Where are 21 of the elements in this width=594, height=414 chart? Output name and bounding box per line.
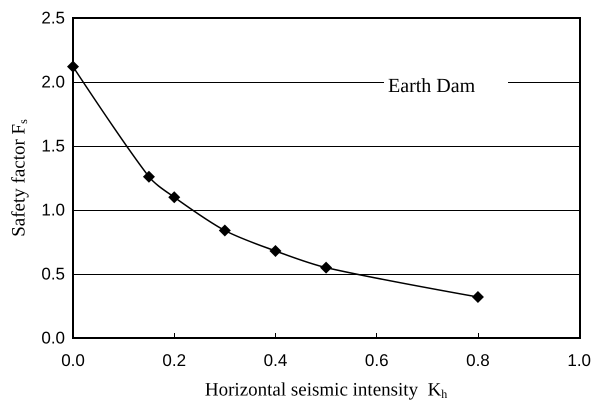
x-tick-label: 1.0 [567,351,592,370]
y-tick-label: 0.5 [41,264,65,284]
x-tick-label: 0.6 [364,351,389,370]
point [142,170,155,183]
y-tick-label: 1.5 [41,136,65,156]
point [320,262,332,274]
x-tick-label: 0.2 [162,351,186,370]
annotation: Earth Dam [388,75,476,97]
point [67,60,79,73]
y-tick-label: 0.0 [41,328,65,348]
x-tick-label: 0.4 [264,351,288,370]
x-tick-label: 0.8 [466,351,490,370]
point [472,291,484,304]
point [218,224,231,236]
point [168,191,180,204]
point [269,244,282,257]
y-tick-label: 1.0 [41,200,65,220]
y-axis-title: Safety factor Fs [8,118,30,237]
x-tick-label: 0.0 [61,351,85,370]
y-tick-label: 2.5 [41,8,65,28]
y-tick-label: 2.0 [41,72,65,92]
